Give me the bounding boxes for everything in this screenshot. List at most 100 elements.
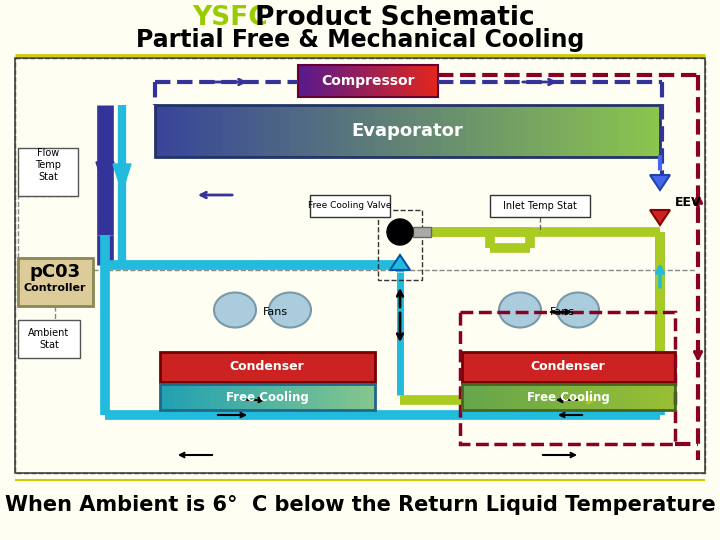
Text: EEV: EEV bbox=[675, 195, 701, 208]
Bar bbox=[474, 105, 484, 157]
Bar bbox=[274, 384, 282, 410]
Bar bbox=[374, 105, 383, 157]
Bar bbox=[210, 384, 218, 410]
Bar bbox=[597, 384, 605, 410]
Ellipse shape bbox=[499, 293, 541, 327]
Bar bbox=[189, 105, 197, 157]
Bar bbox=[318, 384, 325, 410]
Bar bbox=[405, 65, 410, 97]
Bar bbox=[298, 105, 307, 157]
Bar bbox=[323, 105, 332, 157]
Bar bbox=[359, 65, 364, 97]
Bar bbox=[18, 148, 78, 196]
Bar bbox=[490, 195, 590, 217]
Bar bbox=[15, 58, 705, 473]
Bar bbox=[248, 105, 256, 157]
Bar bbox=[652, 105, 660, 157]
Bar bbox=[364, 65, 369, 97]
Bar bbox=[396, 65, 401, 97]
Bar bbox=[230, 105, 240, 157]
Bar bbox=[410, 65, 415, 97]
Bar bbox=[232, 384, 239, 410]
Bar bbox=[458, 105, 467, 157]
Text: YSFC: YSFC bbox=[192, 5, 268, 31]
Bar bbox=[490, 384, 498, 410]
Polygon shape bbox=[96, 162, 114, 190]
Text: Free Cooling Valve: Free Cooling Valve bbox=[308, 201, 392, 211]
Bar bbox=[160, 384, 375, 410]
Bar bbox=[554, 384, 562, 410]
Bar bbox=[610, 105, 618, 157]
Bar bbox=[181, 384, 189, 410]
Bar bbox=[354, 65, 359, 97]
Bar bbox=[197, 105, 206, 157]
Bar bbox=[626, 105, 635, 157]
Bar bbox=[483, 384, 491, 410]
Bar bbox=[526, 105, 534, 157]
Bar bbox=[508, 105, 518, 157]
Bar bbox=[593, 105, 602, 157]
Bar bbox=[460, 312, 675, 444]
Bar bbox=[387, 65, 392, 97]
Bar bbox=[492, 105, 500, 157]
Bar bbox=[330, 65, 336, 97]
Bar bbox=[551, 105, 559, 157]
Bar bbox=[174, 384, 182, 410]
Bar bbox=[424, 105, 433, 157]
Bar bbox=[462, 384, 469, 410]
Bar bbox=[408, 105, 416, 157]
Bar bbox=[517, 105, 526, 157]
Bar bbox=[377, 65, 382, 97]
Bar bbox=[155, 105, 164, 157]
Bar bbox=[424, 65, 429, 97]
Bar bbox=[604, 384, 611, 410]
Text: Partial Free & Mechanical Cooling: Partial Free & Mechanical Cooling bbox=[136, 28, 584, 52]
Bar bbox=[462, 384, 675, 410]
Bar bbox=[413, 227, 431, 237]
Bar bbox=[632, 384, 640, 410]
Bar bbox=[416, 105, 425, 157]
Bar bbox=[382, 105, 391, 157]
Bar bbox=[332, 105, 341, 157]
Bar bbox=[611, 384, 618, 410]
Text: Ambient
Stat: Ambient Stat bbox=[28, 328, 70, 350]
Bar bbox=[222, 105, 231, 157]
Bar bbox=[303, 384, 311, 410]
Bar bbox=[340, 105, 349, 157]
Bar bbox=[18, 258, 93, 306]
Bar bbox=[315, 105, 324, 157]
Bar bbox=[382, 65, 387, 97]
Polygon shape bbox=[650, 175, 670, 190]
Bar bbox=[264, 105, 274, 157]
Bar bbox=[534, 105, 543, 157]
Bar bbox=[289, 384, 297, 410]
Bar bbox=[567, 105, 576, 157]
Bar bbox=[261, 384, 268, 410]
Bar bbox=[203, 384, 211, 410]
Bar bbox=[449, 105, 459, 157]
Bar bbox=[296, 384, 304, 410]
Bar bbox=[366, 105, 374, 157]
Bar bbox=[419, 65, 425, 97]
Text: Condenser: Condenser bbox=[230, 361, 305, 374]
Bar bbox=[668, 384, 675, 410]
Bar bbox=[368, 65, 373, 97]
Bar bbox=[590, 384, 598, 410]
Bar bbox=[476, 384, 484, 410]
Bar bbox=[326, 65, 331, 97]
Bar bbox=[354, 384, 361, 410]
Bar bbox=[547, 384, 555, 410]
Bar bbox=[312, 65, 318, 97]
Bar bbox=[505, 384, 512, 410]
Bar bbox=[345, 65, 350, 97]
Text: Flow
Temp
Stat: Flow Temp Stat bbox=[35, 148, 61, 181]
Bar bbox=[584, 105, 593, 157]
Bar bbox=[172, 105, 181, 157]
Bar bbox=[325, 384, 333, 410]
Bar bbox=[302, 65, 308, 97]
Text: Condenser: Condenser bbox=[531, 361, 606, 374]
Bar bbox=[349, 65, 354, 97]
Bar bbox=[540, 384, 548, 410]
Bar bbox=[357, 105, 366, 157]
Bar bbox=[635, 105, 644, 157]
